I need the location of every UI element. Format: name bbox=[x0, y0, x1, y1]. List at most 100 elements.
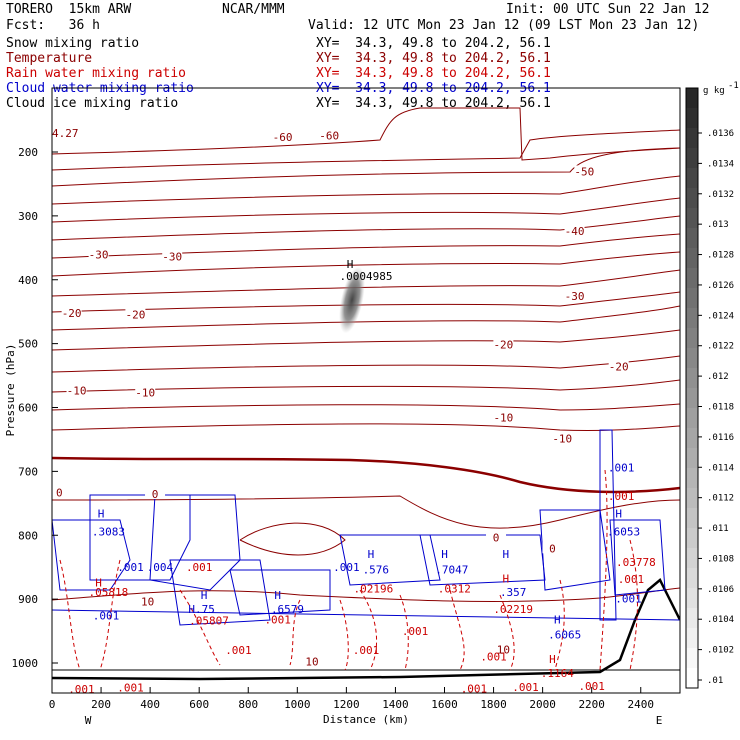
temperature-contour bbox=[52, 175, 680, 205]
colorbar-label: .0134 bbox=[707, 159, 734, 169]
cloud-water-contour bbox=[339, 534, 441, 586]
colorbar-label: .011 bbox=[707, 524, 729, 534]
colorbar-swatch bbox=[686, 88, 698, 109]
snow-mixing-ratio-max bbox=[339, 266, 365, 334]
cloud-water-contour bbox=[599, 429, 617, 621]
hydrometeor-label: .001 bbox=[353, 644, 380, 657]
temperature-contour bbox=[52, 329, 680, 351]
temperature-label-bg bbox=[486, 531, 507, 543]
temperature-contour bbox=[52, 305, 680, 331]
x-axis-label: Distance (km) bbox=[323, 713, 409, 726]
colorbar-label: .01 bbox=[707, 676, 723, 686]
temperature-label-bg bbox=[574, 165, 595, 177]
hydrometeor-label: .02219 bbox=[493, 603, 533, 616]
cloud-water-contour bbox=[169, 559, 271, 626]
temperature-label: -40 bbox=[565, 225, 585, 238]
hydrometeor-label: .357 bbox=[500, 586, 527, 599]
hydrometeor-label: .1164 bbox=[541, 667, 574, 680]
hydrometeor-label: 10 bbox=[497, 643, 510, 656]
colorbar-swatch bbox=[686, 388, 698, 409]
temperature-label: -30 bbox=[162, 250, 182, 263]
temperature-label: -60 bbox=[273, 131, 293, 144]
colorbar-swatch bbox=[686, 208, 698, 229]
hydrometeor-label: .001 bbox=[618, 573, 645, 586]
temperature-label-bg bbox=[135, 386, 156, 398]
x-tick-label: 800 bbox=[238, 698, 258, 711]
temperature-label-bg bbox=[319, 129, 340, 141]
field-xy-range: XY= 34.3, 49.8 to 204.2, 56.1 bbox=[316, 66, 551, 81]
forecast-hour: Fcst: 36 h bbox=[6, 18, 100, 33]
colorbar-swatch bbox=[686, 468, 698, 489]
colorbar-label: .0132 bbox=[707, 190, 734, 200]
hydrometeor-label: .001 bbox=[117, 561, 144, 574]
x-tick-label: 600 bbox=[189, 698, 209, 711]
temperature-label: -30 bbox=[89, 248, 109, 261]
cloud-water-contour bbox=[229, 569, 331, 616]
colorbar-swatch bbox=[686, 368, 698, 389]
cloud-water-contour bbox=[609, 519, 666, 596]
temperature-contour bbox=[52, 403, 680, 411]
temperature-label: -50 bbox=[574, 165, 594, 178]
temperature-label-bg bbox=[66, 384, 87, 396]
colorbar-swatch bbox=[686, 668, 698, 689]
temperature-contour bbox=[52, 423, 680, 432]
hydrometeor-label: 10 bbox=[141, 596, 154, 609]
hydrometeor-label: .001 bbox=[225, 644, 252, 657]
y-tick-label: 700 bbox=[18, 465, 38, 478]
hydrometeor-label: 10 bbox=[305, 656, 318, 669]
freezing-level-contour bbox=[52, 456, 680, 494]
temperature-label: -60 bbox=[319, 130, 339, 143]
east-label: E bbox=[656, 714, 663, 727]
hydrometeor-label: .001 bbox=[186, 561, 213, 574]
hydrometeor-label: .004 bbox=[147, 561, 174, 574]
colorbar-swatch bbox=[686, 408, 698, 429]
temperature-label: -20 bbox=[609, 360, 629, 373]
colorbar-label: .0104 bbox=[707, 615, 734, 625]
cloud-water-contour bbox=[539, 509, 611, 591]
field-xy-range: XY= 34.3, 49.8 to 204.2, 56.1 bbox=[316, 36, 551, 51]
colorbar-swatch bbox=[686, 148, 698, 169]
temperature-contour bbox=[52, 147, 680, 187]
colorbar-label: .0126 bbox=[707, 281, 734, 291]
hydrometeor-label: .576 bbox=[363, 564, 390, 577]
temperature-label-bg bbox=[145, 488, 166, 500]
hydrometeor-label: .001 bbox=[333, 561, 360, 574]
temperature-contour bbox=[52, 233, 680, 259]
temperature-label-bg bbox=[272, 130, 293, 142]
rain-water-contour bbox=[629, 539, 638, 671]
temperature-contour bbox=[52, 129, 680, 171]
x-tick-label: 2200 bbox=[578, 698, 605, 711]
hydrometeor-label: H bbox=[554, 613, 561, 626]
rain-water-contour bbox=[499, 594, 515, 671]
cloud-water-contour bbox=[52, 519, 131, 591]
colorbar-swatch bbox=[686, 508, 698, 529]
temperature-label: -20 bbox=[125, 309, 145, 322]
rain-water-contour bbox=[399, 594, 409, 671]
hydrometeor-label: H bbox=[441, 548, 448, 561]
colorbar-swatch bbox=[686, 288, 698, 309]
colorbar-swatch bbox=[686, 528, 698, 549]
west-label: W bbox=[85, 714, 92, 727]
temperature-label: -20 bbox=[493, 339, 513, 352]
hydrometeor-label: .05807 bbox=[189, 615, 229, 628]
colorbar-label: .0136 bbox=[707, 129, 734, 139]
hydrometeor-label: .001 bbox=[512, 681, 539, 694]
colorbar-label: .0114 bbox=[707, 463, 734, 473]
hydrometeor-label: .001 bbox=[608, 461, 635, 474]
cloud-water-contour bbox=[149, 494, 241, 591]
colorbar-label: .0112 bbox=[707, 494, 734, 504]
hydrometeor-label: H bbox=[615, 507, 622, 520]
temperature-label-bg bbox=[608, 360, 629, 372]
colorbar-label: .013 bbox=[707, 220, 729, 230]
temperature-contour bbox=[52, 355, 680, 373]
temperature-label-bg bbox=[162, 250, 183, 262]
colorbar-label: .0124 bbox=[707, 311, 734, 321]
hydrometeor-label: .05818 bbox=[89, 586, 129, 599]
y-tick-label: 1000 bbox=[12, 657, 39, 670]
colorbar-label: .0116 bbox=[707, 433, 734, 443]
cloud-water-contour bbox=[419, 534, 546, 586]
temperature-label-bg bbox=[493, 338, 514, 350]
rain-water-contour bbox=[59, 559, 81, 671]
x-tick-label: 0 bbox=[49, 698, 56, 711]
